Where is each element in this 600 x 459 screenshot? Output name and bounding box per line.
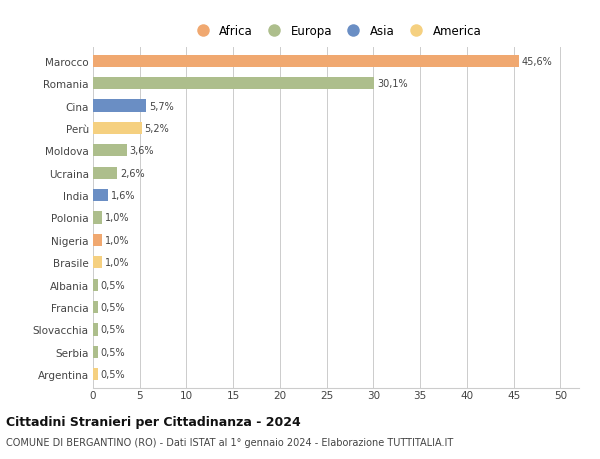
Text: 5,7%: 5,7%	[149, 101, 174, 111]
Text: 0,5%: 0,5%	[100, 302, 125, 313]
Bar	[93, 346, 98, 358]
Text: 5,2%: 5,2%	[145, 123, 169, 134]
Text: 0,5%: 0,5%	[100, 280, 125, 290]
Text: 0,5%: 0,5%	[100, 347, 125, 357]
Text: 0,5%: 0,5%	[100, 369, 125, 380]
Text: 1,0%: 1,0%	[105, 213, 130, 223]
Bar	[93, 100, 146, 112]
Bar	[93, 78, 374, 90]
Bar	[93, 167, 118, 179]
Text: 30,1%: 30,1%	[377, 79, 408, 89]
Text: 1,0%: 1,0%	[105, 235, 130, 246]
Bar	[93, 145, 127, 157]
Bar	[93, 301, 98, 313]
Text: Cittadini Stranieri per Cittadinanza - 2024: Cittadini Stranieri per Cittadinanza - 2…	[6, 415, 301, 428]
Bar	[93, 257, 103, 269]
Text: 2,6%: 2,6%	[120, 168, 145, 179]
Text: 1,6%: 1,6%	[111, 190, 135, 201]
Bar	[93, 279, 98, 291]
Text: COMUNE DI BERGANTINO (RO) - Dati ISTAT al 1° gennaio 2024 - Elaborazione TUTTITA: COMUNE DI BERGANTINO (RO) - Dati ISTAT a…	[6, 437, 453, 447]
Legend: Africa, Europa, Asia, America: Africa, Europa, Asia, America	[186, 20, 486, 43]
Bar	[93, 324, 98, 336]
Bar	[93, 234, 103, 246]
Text: 1,0%: 1,0%	[105, 257, 130, 268]
Bar	[93, 190, 108, 202]
Text: 45,6%: 45,6%	[522, 56, 553, 67]
Bar	[93, 123, 142, 135]
Bar	[93, 56, 519, 68]
Text: 0,5%: 0,5%	[100, 325, 125, 335]
Bar	[93, 368, 98, 381]
Bar	[93, 212, 103, 224]
Text: 3,6%: 3,6%	[130, 146, 154, 156]
